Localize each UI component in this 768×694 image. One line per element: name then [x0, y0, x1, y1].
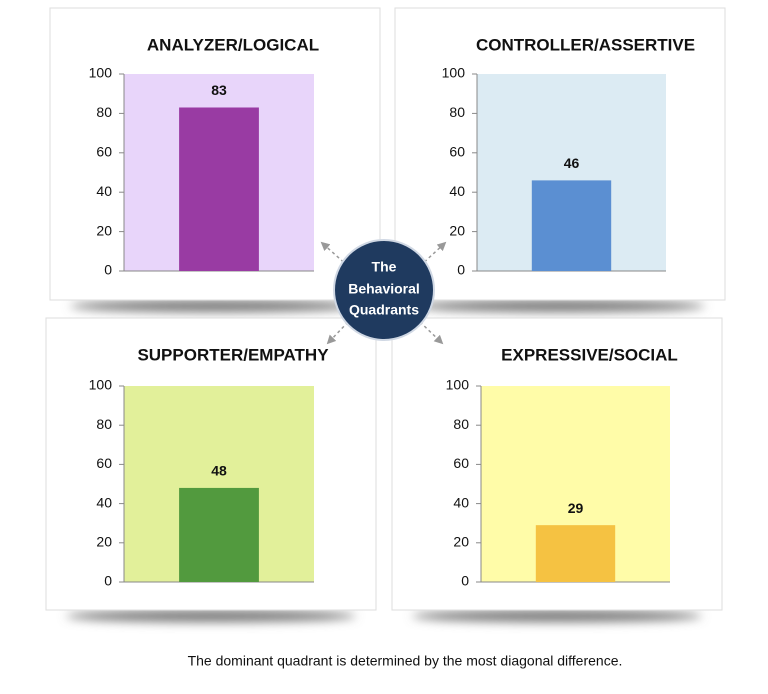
chart-title: CONTROLLER/ASSERTIVE — [476, 35, 695, 54]
y-tick-label: 0 — [457, 262, 465, 278]
arrow — [419, 321, 444, 345]
y-tick-label: 0 — [104, 262, 112, 278]
y-tick-label: 40 — [96, 494, 112, 510]
y-tick-label: 80 — [96, 416, 112, 432]
panel-shadow — [412, 610, 702, 622]
y-tick-label: 100 — [89, 377, 113, 393]
y-tick-label: 20 — [96, 222, 112, 238]
data-label: 48 — [211, 463, 227, 479]
y-tick-label: 40 — [96, 183, 112, 199]
chart-title: EXPRESSIVE/SOCIAL — [501, 345, 678, 364]
arrow — [326, 321, 349, 345]
panel-shadow — [415, 300, 705, 312]
panel-shadow — [66, 610, 356, 622]
y-tick-label: 80 — [453, 416, 469, 432]
panels: ANALYZER/LOGICAL 0 20 40 60 80 100 83 CONTROLLER… — [45, 7, 726, 622]
y-tick-label: 40 — [449, 183, 465, 199]
y-tick-label: 100 — [446, 377, 470, 393]
chart-title: ANALYZER/LOGICAL — [147, 35, 319, 54]
y-tick-label: 20 — [449, 222, 465, 238]
bar — [535, 525, 616, 582]
bar — [531, 180, 612, 271]
y-tick-label: 20 — [453, 534, 469, 550]
data-label: 83 — [211, 82, 227, 98]
data-label: 29 — [568, 500, 584, 516]
connector-arrows — [320, 241, 447, 345]
center-label: The — [372, 259, 397, 275]
y-tick-label: 60 — [453, 455, 469, 471]
y-tick-label: 40 — [453, 494, 469, 510]
y-tick-label: 0 — [461, 573, 469, 589]
y-tick-label: 100 — [442, 65, 466, 81]
center-label: Behavioral — [348, 281, 420, 297]
y-tick-label: 80 — [96, 104, 112, 120]
data-label: 46 — [564, 155, 580, 171]
y-tick-label: 0 — [104, 573, 112, 589]
y-tick-label: 60 — [96, 144, 112, 160]
panel-shadow — [70, 300, 360, 312]
caption: The dominant quadrant is determined by t… — [188, 653, 623, 669]
bar — [179, 487, 259, 582]
chart-title: SUPPORTER/EMPATHY — [137, 345, 329, 364]
center-circle — [333, 239, 435, 341]
y-tick-label: 20 — [96, 534, 112, 550]
y-tick-label: 100 — [89, 65, 113, 81]
y-tick-label: 80 — [449, 104, 465, 120]
y-tick-label: 60 — [96, 455, 112, 471]
center-label: Quadrants — [349, 302, 419, 318]
bar — [179, 107, 259, 272]
y-tick-label: 60 — [449, 144, 465, 160]
